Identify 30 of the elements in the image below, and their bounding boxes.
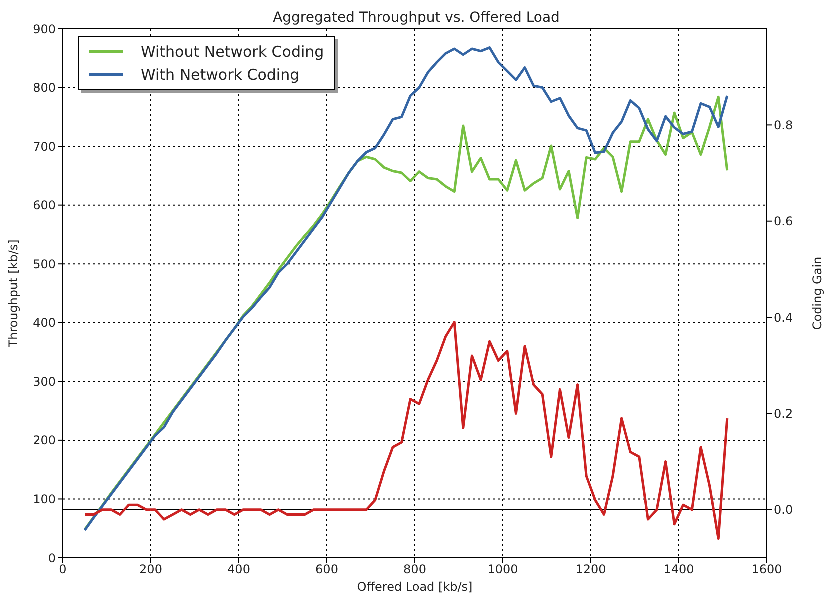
y-tick-label: 500	[33, 257, 56, 272]
y-tick-label: 0	[48, 551, 56, 566]
x-tick-label: 1000	[488, 562, 518, 577]
y-tick-label: 200	[33, 434, 56, 448]
y-tick-label: 100	[33, 492, 56, 506]
x-axis-title: Offered Load [kb/s]	[357, 580, 473, 594]
y-tick-label: 800	[33, 81, 56, 96]
y2-tick-label: 0.8	[774, 118, 794, 132]
y-tick-label: 700	[33, 140, 56, 154]
x-tick-label: 1600	[752, 562, 782, 577]
x-tick-label: 400	[228, 562, 250, 577]
x-tick-label: 1400	[664, 562, 694, 577]
x-tick-label: 600	[316, 562, 338, 577]
y-tick-label: 600	[33, 198, 56, 213]
y-axis-title: Throughput [kb/s]	[6, 240, 20, 348]
x-tick-label: 800	[404, 562, 426, 577]
y-tick-label: 300	[33, 374, 56, 389]
legend-label: With Network Coding	[141, 66, 300, 84]
x-tick-label: 0	[59, 562, 67, 577]
y2-tick-label: 0.4	[774, 310, 794, 325]
y2-tick-label: 0.2	[774, 406, 794, 421]
y-tick-label: 900	[33, 22, 56, 36]
chart-title: Aggregated Throughput vs. Offered Load	[273, 10, 560, 26]
x-tick-label: 200	[140, 562, 162, 577]
y-tick-label: 400	[33, 316, 56, 330]
x-tick-label: 1200	[576, 562, 606, 577]
y2-tick-label: 0.6	[774, 214, 794, 229]
y2-tick-label: 0.0	[774, 503, 794, 518]
y2-axis-title: Coding Gain	[810, 256, 824, 330]
legend-label: Without Network Coding	[141, 42, 324, 60]
